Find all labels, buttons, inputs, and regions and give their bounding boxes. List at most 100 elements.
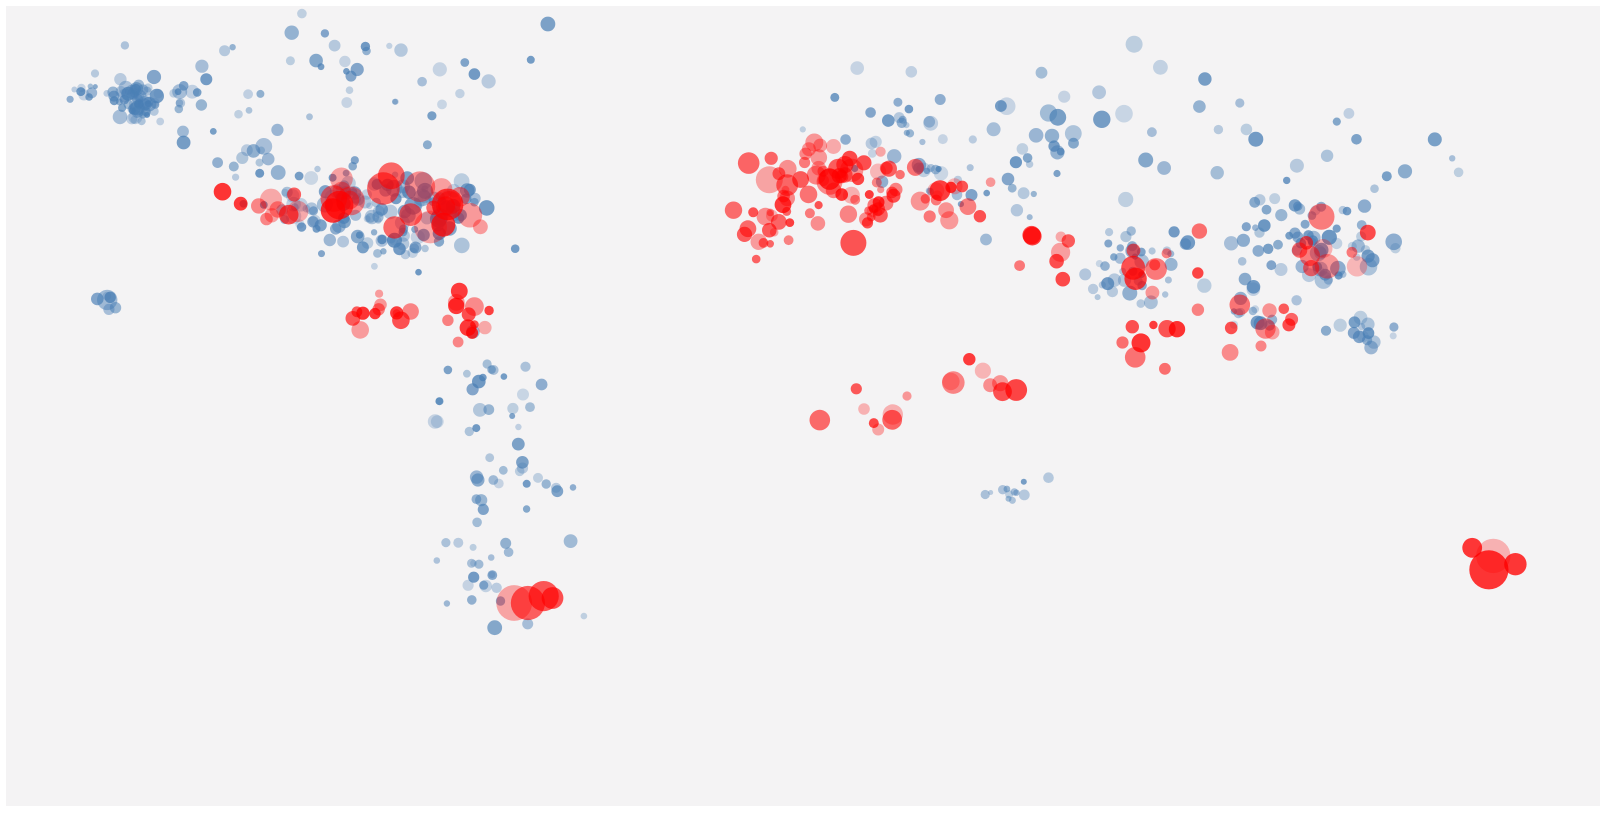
red-point — [864, 190, 874, 199]
red-point — [959, 198, 977, 216]
blue-point — [569, 484, 577, 491]
blue-point — [195, 59, 209, 73]
red-point — [478, 320, 492, 335]
blue-point — [1358, 323, 1366, 331]
red-point — [868, 418, 879, 429]
red-point — [260, 188, 282, 211]
blue-point — [1314, 271, 1333, 289]
blue-point — [491, 582, 502, 593]
blue-point — [1026, 214, 1033, 221]
red-point — [906, 158, 924, 176]
red-point — [1262, 303, 1277, 318]
blue-point — [1261, 204, 1272, 215]
blue-point — [245, 107, 253, 114]
blue-point — [840, 134, 851, 145]
blue-point — [467, 595, 477, 605]
blue-point — [394, 43, 408, 57]
blue-point — [830, 92, 840, 102]
red-point — [783, 235, 794, 246]
blue-point — [1193, 100, 1206, 113]
blue-point — [1365, 253, 1380, 268]
blue-point — [420, 212, 434, 225]
blue-point — [488, 475, 499, 485]
blue-point — [350, 188, 358, 196]
blue-point — [905, 66, 918, 78]
blue-point — [118, 103, 127, 112]
blue-point — [410, 230, 425, 245]
blue-point — [1252, 224, 1259, 231]
blue-point — [500, 537, 512, 549]
blue-point — [865, 137, 878, 150]
blue-point — [1020, 478, 1027, 485]
red-point — [1051, 242, 1071, 262]
red-point — [1346, 246, 1358, 258]
blue-point — [1397, 164, 1413, 179]
blue-point — [407, 247, 418, 258]
blue-point — [541, 479, 551, 489]
blue-point — [1104, 239, 1113, 248]
blue-point — [118, 80, 134, 96]
red-point — [799, 185, 818, 204]
blue-point — [1381, 171, 1392, 182]
red-point — [871, 177, 882, 188]
blue-point — [1320, 149, 1334, 162]
blue-point — [1235, 98, 1245, 108]
blue-point — [1100, 261, 1110, 271]
blue-point — [1164, 276, 1172, 284]
blue-point — [1001, 172, 1015, 186]
blue-point — [1115, 104, 1133, 123]
blue-point — [470, 559, 478, 567]
blue-point — [1116, 244, 1125, 252]
blue-point — [386, 42, 393, 50]
blue-point — [144, 97, 152, 104]
blue-point — [1264, 320, 1275, 331]
blue-point — [355, 231, 364, 239]
red-point — [437, 191, 462, 215]
red-point — [851, 172, 865, 186]
blue-point — [903, 122, 910, 129]
red-point — [356, 306, 370, 320]
blue-point — [317, 63, 325, 71]
blue-point — [533, 472, 543, 483]
blue-point — [1164, 257, 1178, 271]
red-point — [813, 138, 828, 153]
red-point — [457, 202, 483, 228]
red-point — [993, 382, 1012, 402]
blue-point — [1179, 238, 1192, 250]
blue-point — [495, 596, 506, 606]
red-point — [755, 166, 783, 194]
blue-point — [1293, 201, 1303, 211]
world-map[interactable] — [6, 6, 1600, 806]
blue-point — [417, 182, 433, 199]
blue-point — [1314, 242, 1329, 258]
blue-point — [137, 117, 146, 126]
blue-point — [437, 99, 447, 110]
blue-point — [371, 262, 378, 270]
blue-point — [141, 106, 151, 117]
blue-point — [1114, 252, 1126, 264]
blue-point — [1039, 104, 1058, 122]
red-point — [369, 307, 381, 320]
red-point — [442, 314, 454, 326]
blue-point — [257, 146, 265, 155]
blue-point — [146, 69, 162, 85]
red-point — [1192, 267, 1204, 279]
blue-point — [867, 149, 877, 158]
blue-point — [308, 214, 321, 227]
blue-point — [342, 169, 350, 177]
red-point — [465, 297, 484, 316]
blue-point — [308, 206, 319, 216]
red-point — [963, 353, 976, 366]
blue-point — [90, 69, 100, 78]
blue-point — [1101, 277, 1115, 291]
red-point — [473, 219, 488, 235]
blue-point — [472, 424, 481, 433]
blue-point — [392, 98, 398, 105]
blue-point — [1126, 226, 1136, 236]
blue-point — [156, 117, 165, 126]
blue-point — [284, 25, 299, 40]
red-point — [785, 218, 795, 228]
red-point — [792, 171, 809, 188]
blue-point — [483, 404, 495, 415]
blue-point — [454, 237, 470, 254]
